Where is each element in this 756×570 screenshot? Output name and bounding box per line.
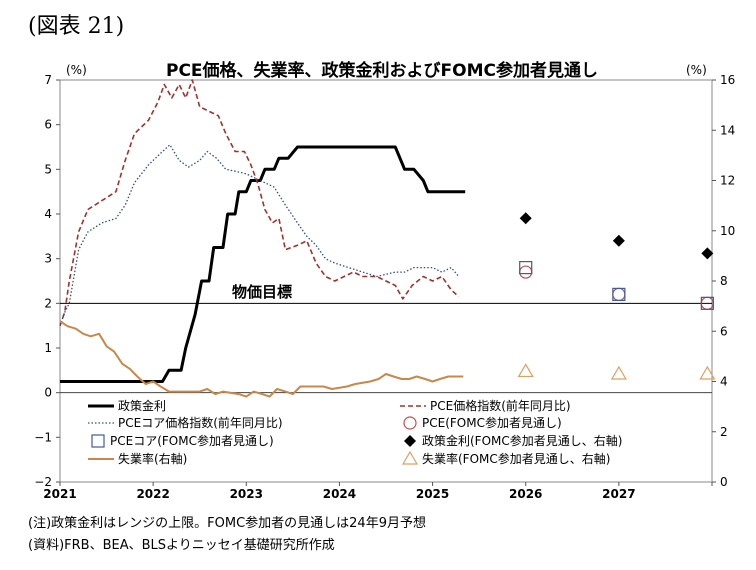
unemployment-projection-marker: [610, 365, 627, 380]
right-tick-label: 14: [720, 123, 735, 137]
source-note: (資料)FRB、BEA、BLSよりニッセイ基礎研究所作成: [28, 538, 335, 553]
right-tick-label: 0: [720, 475, 728, 489]
legend-label: PCE価格指数(前年同月比): [430, 398, 571, 413]
right-tick-label: 10: [720, 224, 735, 238]
left-tick-label: 5: [44, 162, 52, 176]
right-tick-label: 2: [720, 425, 728, 439]
policy-rate-line: [60, 145, 466, 383]
legend-label: 失業率(FOMC参加者見通し、右軸): [422, 451, 610, 466]
pce-projection-marker: [612, 287, 626, 301]
legend: 政策金利 PCE価格指数(前年同月比) PCEコア価格指数(前年同月比) PCE(FO…: [70, 398, 662, 474]
x-tick-label: 2022: [136, 487, 169, 500]
legend-label: 失業率(右軸): [118, 451, 187, 466]
chart-marks: [59, 79, 716, 398]
unemployment-projection-marker: [517, 363, 534, 378]
legend-label: PCEコア(FOMC参加者見通し): [110, 433, 274, 448]
legend-policy-rate-projection-symbol: [404, 435, 416, 447]
policy-rate-projection-marker: [612, 234, 625, 247]
legend-label: 政策金利: [118, 398, 166, 413]
legend-background: [70, 398, 662, 474]
chart: PCE価格、失業率、政策金利およびFOMC参加者見通し (%) (%) 7 6 5 4…: [34, 60, 735, 500]
core-pce-projection-marker: [612, 287, 626, 301]
left-tick-label: 2: [44, 296, 52, 310]
left-tick-label: 1: [44, 341, 52, 355]
left-tick-label: −1: [34, 430, 52, 444]
left-tick-label: 3: [44, 252, 52, 266]
right-tick-label: 4: [720, 375, 728, 389]
right-tick-label: 12: [720, 174, 735, 188]
core-pce-projection-marker: [519, 261, 533, 275]
core-pce-projection-marker: [700, 296, 714, 310]
legend-label: PCE(FOMC参加者見通し): [422, 415, 562, 430]
unemployment-projection-marker: [699, 365, 716, 380]
left-tick-label: 4: [44, 207, 52, 221]
policy-rate-projection-marker: [519, 212, 532, 225]
right-tick-label: 16: [720, 73, 735, 87]
x-tick-label: 2027: [602, 487, 635, 500]
pce-line: [59, 79, 460, 326]
left-tick-label: 6: [44, 118, 52, 132]
x-tick-label: 2024: [323, 487, 356, 500]
price-target-annotation: 物価目標: [232, 283, 292, 301]
left-axis-unit: (%): [66, 63, 87, 77]
figure-label: (図表 21): [28, 14, 125, 39]
x-tick-label: 2023: [230, 487, 263, 500]
legend-label: 政策金利(FOMC参加者見通し、右軸): [422, 433, 622, 448]
legend-label: PCEコア価格指数(前年同月比): [118, 415, 283, 430]
right-tick-label: 8: [720, 274, 728, 288]
footnote: (注)政策金利はレンジの上限。FOMC参加者の見通しは24年9月予想: [28, 516, 426, 531]
x-tick-label: 2026: [509, 487, 542, 500]
legend-core-pce-projection-symbol: [91, 434, 105, 448]
right-tick-label: 6: [720, 324, 728, 338]
policy-rate-projection-marker: [701, 247, 714, 260]
core-pce-line: [59, 144, 460, 326]
x-tick-label: 2021: [43, 487, 76, 500]
right-axis-unit: (%): [686, 63, 707, 77]
unemployment-line: [59, 320, 464, 398]
left-tick-label: 0: [44, 386, 52, 400]
left-tick-label: 7: [44, 73, 52, 87]
legend-unemployment-projection-symbol: [401, 450, 419, 465]
pce-projection-marker: [519, 265, 533, 279]
legend-pce-projection-symbol: [403, 416, 417, 430]
x-tick-label: 2025: [416, 487, 449, 500]
chart-title: PCE価格、失業率、政策金利およびFOMC参加者見通し: [166, 60, 598, 81]
left-tick-label: −2: [34, 475, 52, 489]
